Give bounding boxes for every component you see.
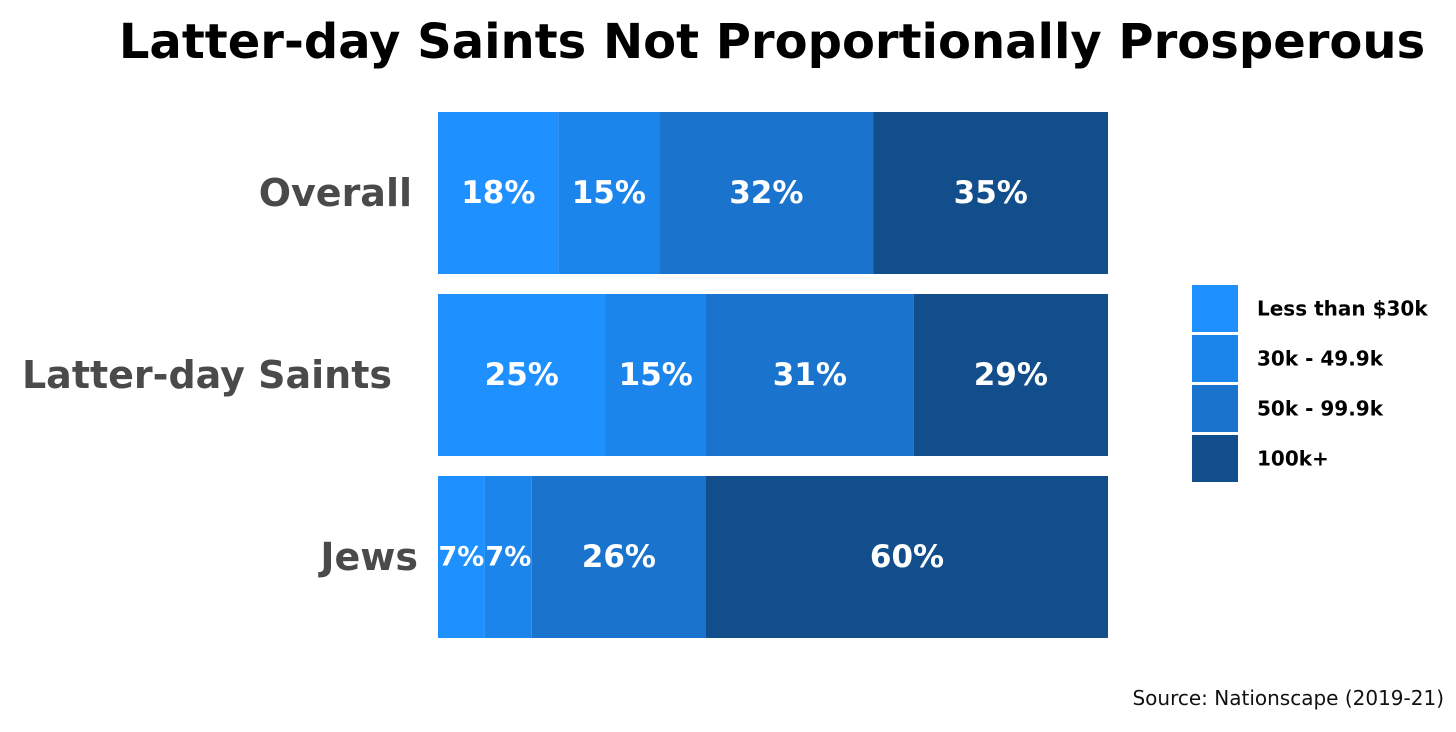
bar-segment-jews-100k [706, 476, 1108, 638]
bar-segment-latter-day-saints-30k-49-9k [605, 294, 706, 456]
bar-segment-overall-50k-99-9k [659, 112, 874, 274]
bar-row-jews: Jews 7% 7% 26% 60% [317, 476, 1108, 638]
category-label-latter-day-saints: Latter-day Saints [22, 353, 392, 397]
data-label-latter-day-saints-less-than-30k: 25% [485, 357, 559, 393]
bar-segment-overall-30k-49-9k [558, 112, 660, 274]
bar-segment-latter-day-saints-50k-99-9k [706, 294, 914, 456]
legend-swatch-50k-99-9k [1192, 385, 1238, 432]
category-label-jews: Jews [317, 535, 418, 579]
source-note: Source: Nationscape (2019-21) [1132, 686, 1444, 710]
legend-label-100k: 100k+ [1257, 447, 1329, 471]
bar-segment-overall-100k [873, 112, 1108, 274]
legend-label-less-than-30k: Less than $30k [1257, 297, 1428, 321]
bar-segment-jews-30k-49-9k [484, 476, 532, 638]
legend-item-50k-99-9k: 50k - 99.9k [1192, 385, 1384, 432]
legend-swatch-30k-49-9k [1192, 335, 1238, 382]
data-label-overall-less-than-30k: 18% [461, 175, 535, 211]
data-label-jews-30k-49-9k: 7% [485, 542, 531, 573]
data-label-jews-50k-99-9k: 26% [582, 539, 656, 575]
bar-rows: Overall 18% 15% 32% 35% Latter-day Saints 25% 1… [22, 112, 1108, 638]
data-label-overall-50k-99-9k: 32% [729, 175, 803, 211]
bar-row-latter-day-saints: Latter-day Saints 25% 15% 31% 29% [22, 294, 1108, 456]
data-label-latter-day-saints-30k-49-9k: 15% [619, 357, 693, 393]
legend: Less than $30k 30k - 49.9k 50k - 99.9k 100k… [1192, 285, 1428, 482]
legend-item-100k: 100k+ [1192, 435, 1329, 482]
bar-segment-overall-less-than-30k [438, 112, 559, 274]
data-label-jews-100k: 60% [870, 539, 944, 575]
data-label-overall-100k: 35% [954, 175, 1028, 211]
data-label-jews-less-than-30k: 7% [439, 542, 485, 573]
category-label-overall: Overall [259, 171, 412, 215]
bar-segment-latter-day-saints-less-than-30k [438, 294, 606, 456]
bar-segment-jews-50k-99-9k [531, 476, 706, 638]
legend-item-30k-49-9k: 30k - 49.9k [1192, 335, 1384, 382]
legend-swatch-less-than-30k [1192, 285, 1238, 332]
data-label-latter-day-saints-50k-99-9k: 31% [773, 357, 847, 393]
data-label-latter-day-saints-100k: 29% [974, 357, 1048, 393]
bar-row-overall: Overall 18% 15% 32% 35% [259, 112, 1108, 274]
bar-segment-latter-day-saints-100k [913, 294, 1108, 456]
bar-segment-jews-less-than-30k [438, 476, 485, 638]
legend-swatch-100k [1192, 435, 1238, 482]
legend-item-less-than-30k: Less than $30k [1192, 285, 1428, 332]
legend-label-30k-49-9k: 30k - 49.9k [1257, 347, 1384, 371]
legend-label-50k-99-9k: 50k - 99.9k [1257, 397, 1384, 421]
chart-title: Latter-day Saints Not Proportionally Pro… [119, 14, 1425, 70]
data-label-overall-30k-49-9k: 15% [572, 175, 646, 211]
